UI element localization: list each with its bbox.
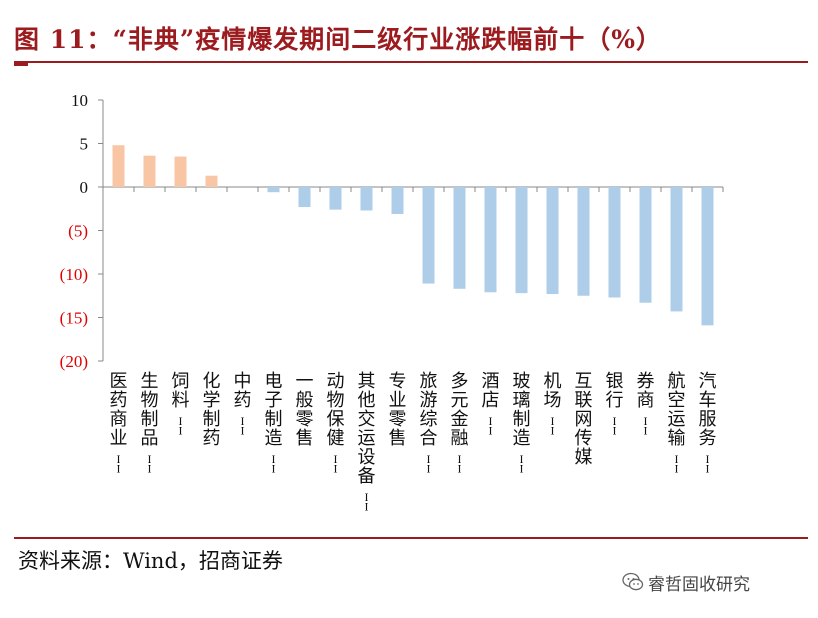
category-label: 酒店 I I bbox=[482, 371, 500, 438]
bar bbox=[515, 187, 528, 294]
y-tick-label: (5) bbox=[68, 222, 88, 241]
bar bbox=[484, 187, 497, 293]
bar bbox=[143, 155, 156, 187]
bar bbox=[112, 145, 125, 187]
bar bbox=[205, 175, 218, 187]
bar bbox=[391, 187, 404, 214]
category-label: 多元金融 I I bbox=[451, 371, 469, 476]
bar bbox=[422, 187, 435, 284]
category-label: 饲料 I I bbox=[172, 371, 190, 438]
figure-title: 图 11：“非典”疫情爆发期间二级行业涨跌幅前十（%） bbox=[14, 25, 663, 54]
wechat-icon bbox=[622, 572, 644, 591]
category-label: 航空运输 I I bbox=[668, 371, 686, 476]
category-label: 电子制造 I I bbox=[265, 371, 283, 476]
bar bbox=[639, 187, 652, 303]
bar bbox=[546, 187, 559, 295]
category-label: 动物保健 I I bbox=[327, 371, 345, 476]
bar bbox=[174, 156, 187, 187]
category-label: 机场 I I bbox=[544, 371, 562, 438]
category-label: 专业零售 bbox=[389, 371, 407, 449]
y-tick-label: (10) bbox=[60, 265, 88, 284]
bar bbox=[670, 187, 683, 312]
watermark: 睿哲固收研究 bbox=[648, 575, 750, 595]
category-label: 医药商业 I I bbox=[110, 371, 128, 476]
category-label: 汽车服务 I I bbox=[699, 371, 717, 476]
y-tick-label: 5 bbox=[80, 135, 89, 154]
bar bbox=[608, 187, 621, 298]
category-label: 一般零售 bbox=[296, 371, 314, 449]
category-label: 券商 I I bbox=[637, 371, 655, 438]
category-label: 玻璃制造 I I bbox=[513, 371, 531, 476]
category-label: 生物制品 I I bbox=[141, 371, 159, 476]
title-rule bbox=[14, 61, 808, 63]
category-label: 互联网传媒 bbox=[575, 371, 593, 468]
bar bbox=[701, 187, 714, 326]
bar bbox=[329, 187, 342, 210]
y-tick-label: 10 bbox=[71, 91, 88, 110]
category-label: 银行 I I bbox=[606, 371, 624, 438]
bar-chart: 10 5 0 (5) (10) (15) (20) 医药商业 I I 生物制品 I I 饲料 I I 化学制药中… bbox=[60, 91, 724, 514]
category-label: 其他交运设备 I I bbox=[358, 371, 376, 514]
bar bbox=[298, 187, 311, 208]
bar bbox=[360, 187, 373, 211]
y-tick-label: 0 bbox=[80, 178, 89, 197]
bar bbox=[267, 187, 280, 193]
bar bbox=[577, 187, 590, 296]
y-tick-label: (20) bbox=[60, 352, 88, 371]
category-label: 旅游综合 I I bbox=[420, 371, 438, 476]
category-label: 化学制药 bbox=[203, 371, 221, 449]
y-tick-label: (15) bbox=[60, 309, 88, 328]
title-rule-accent bbox=[14, 63, 28, 66]
source-note: 资料来源：Wind，招商证券 bbox=[18, 549, 283, 573]
source-rule bbox=[14, 537, 808, 539]
category-label: 中药 I I bbox=[234, 371, 252, 438]
bar bbox=[453, 187, 466, 289]
